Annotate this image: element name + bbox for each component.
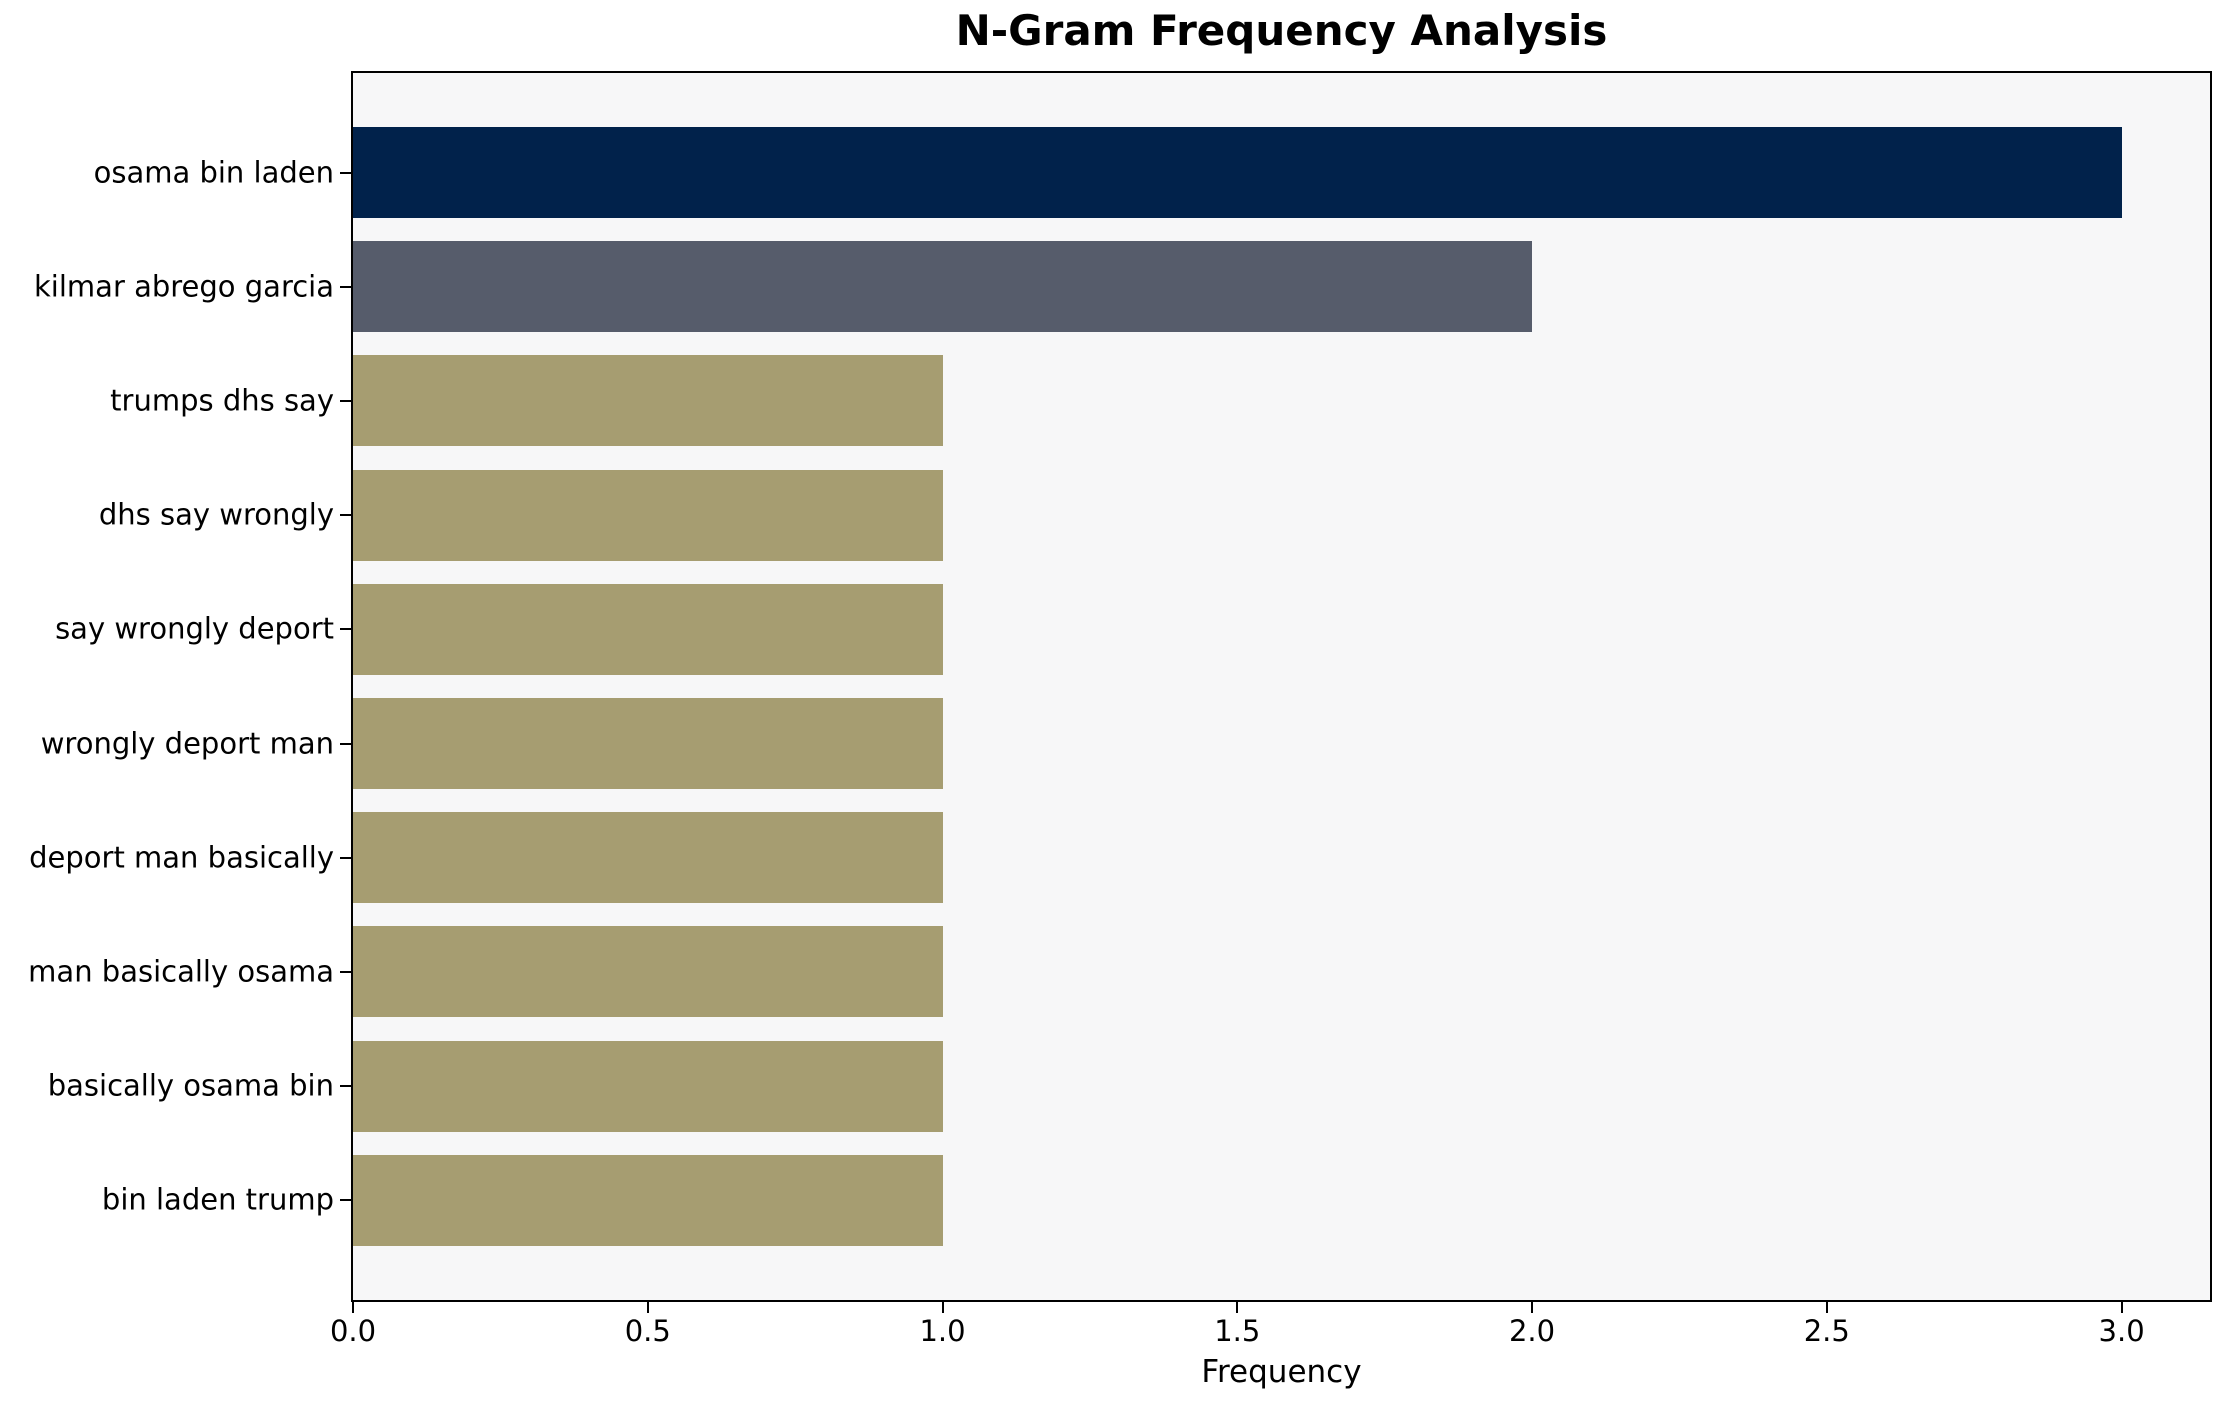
x-tick-label: 1.5 bbox=[1214, 1314, 1261, 1348]
y-tick-mark bbox=[340, 285, 351, 288]
bar bbox=[353, 926, 943, 1018]
x-tick-label: 0.5 bbox=[624, 1314, 671, 1348]
x-tick-mark bbox=[352, 1302, 354, 1313]
x-tick-mark bbox=[941, 1302, 944, 1313]
plot-area bbox=[351, 71, 2212, 1302]
x-tick-mark bbox=[2120, 1302, 2123, 1313]
y-tick-label: wrongly deport man bbox=[40, 725, 334, 760]
y-tick-label: say wrongly deport bbox=[55, 611, 334, 646]
y-tick-label: trumps dhs say bbox=[110, 383, 334, 418]
x-tick-mark bbox=[1236, 1302, 1239, 1313]
y-tick-mark bbox=[340, 970, 351, 973]
bar bbox=[353, 469, 943, 561]
bar bbox=[353, 241, 1533, 333]
y-tick-label: man basically osama bbox=[28, 954, 334, 989]
bar bbox=[353, 698, 943, 789]
bar bbox=[353, 812, 943, 904]
y-tick-mark bbox=[340, 171, 351, 174]
y-tick-label: kilmar abrego garcia bbox=[34, 269, 334, 304]
x-tick-label: 2.5 bbox=[1803, 1314, 1850, 1348]
y-tick-mark bbox=[340, 514, 351, 517]
bar bbox=[353, 1154, 943, 1246]
y-tick-label: bin laden trump bbox=[101, 1182, 334, 1217]
y-tick-label: osama bin laden bbox=[93, 154, 334, 189]
y-tick-label: deport man basically bbox=[29, 840, 334, 875]
y-tick-mark bbox=[340, 856, 351, 859]
chart-title: N-Gram Frequency Analysis bbox=[955, 6, 1608, 55]
x-tick-mark bbox=[1531, 1302, 1533, 1313]
y-tick-mark bbox=[340, 1085, 351, 1088]
y-tick-mark bbox=[340, 1199, 351, 1202]
x-axis-label: Frequency bbox=[1201, 1354, 1362, 1390]
bar bbox=[353, 355, 943, 447]
y-tick-label: basically osama bin bbox=[47, 1068, 334, 1103]
x-tick-label: 1.0 bbox=[919, 1314, 966, 1348]
y-tick-label: dhs say wrongly bbox=[98, 497, 334, 532]
x-tick-mark bbox=[1825, 1302, 1828, 1313]
bar bbox=[353, 583, 943, 675]
x-tick-label: 2.0 bbox=[1508, 1314, 1556, 1348]
y-tick-mark bbox=[340, 628, 351, 631]
y-tick-mark bbox=[340, 742, 351, 745]
x-tick-label: 0.0 bbox=[329, 1314, 377, 1348]
x-tick-label: 3.0 bbox=[2098, 1314, 2145, 1348]
y-tick-mark bbox=[340, 399, 351, 402]
bar bbox=[353, 1040, 943, 1132]
bar bbox=[353, 127, 2122, 218]
x-tick-mark bbox=[646, 1302, 649, 1313]
